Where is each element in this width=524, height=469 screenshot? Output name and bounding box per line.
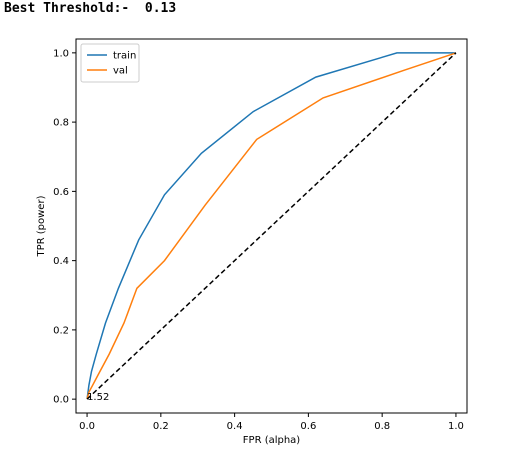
x-tick-label: 1.0 [448,421,464,432]
threshold-annotation: 1.52 [87,392,109,403]
x-tick-label: 0.4 [227,421,243,432]
series-layer [86,52,457,400]
x-tick-label: 0.2 [153,421,169,432]
y-tick-label: 0.6 [53,187,69,198]
axes-frame [75,38,468,414]
legend: train val [80,43,140,83]
y-tick-label: 0.8 [53,118,69,129]
y-tick-label: 0.4 [53,256,69,267]
diagonal-reference-line [86,52,457,400]
y-tick-label: 0.2 [53,325,69,336]
x-tick-label: 0.0 [79,421,95,432]
legend-label-train: train [113,51,136,62]
y-tick-label: 1.0 [53,48,69,59]
best-threshold-output: Best Threshold:- 0.13 [4,1,177,16]
x-tick-label: 0.8 [374,421,390,432]
annotations: 1.52 [87,392,109,403]
x-tick-label: 0.6 [300,421,316,432]
legend-box [80,43,140,83]
x-axis-label: FPR (alpha) [243,435,301,446]
y-axis-label: TPR (power) [36,195,47,257]
val-series-line [86,52,457,400]
train-series-line [86,52,456,400]
y-tick-label: 0.0 [53,395,69,406]
legend-label-val: val [113,66,128,77]
ticks-layer: 0.0 0.2 0.4 0.6 0.8 1.0 0.0 0.2 0.4 0.6 0.8 1.0 [53,48,464,432]
